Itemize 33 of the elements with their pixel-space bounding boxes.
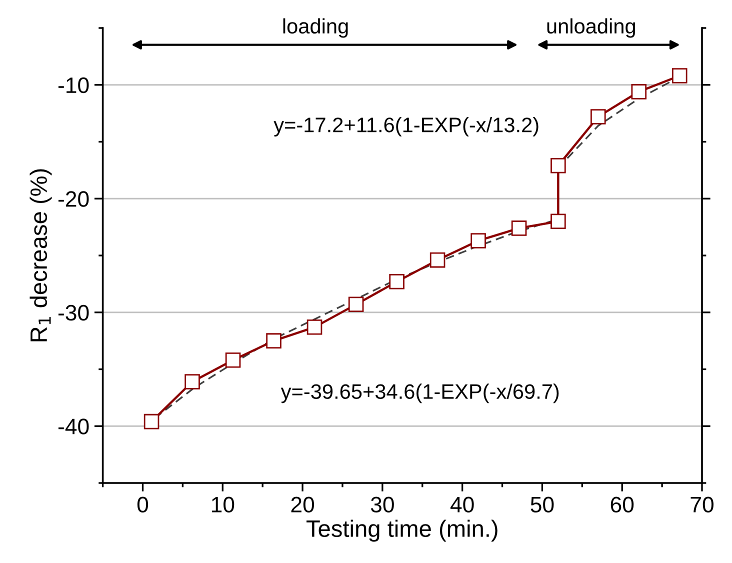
- point: [550, 214, 566, 230]
- y-axis-title: R$_{1}$ decrease (%): [30, 169, 52, 342]
- annotation: loading: [283, 18, 348, 38]
- point: [672, 68, 688, 84]
- point: [511, 220, 527, 236]
- point: [631, 84, 647, 100]
- y-tick-label: -10: [58, 77, 89, 94]
- annotation: y=-39.65+34.6(1-EXP(-x/69.7): [280, 384, 559, 404]
- annotation: unloading: [547, 18, 635, 38]
- x-tick-label: 70: [690, 496, 714, 513]
- point: [184, 374, 200, 390]
- point: [389, 274, 404, 290]
- x-tick-label: 50: [530, 496, 554, 513]
- x-tick-label: 10: [212, 496, 234, 513]
- x-tick-label: 30: [370, 496, 394, 513]
- point: [306, 320, 322, 335]
- x-tick-label: 20: [291, 496, 314, 513]
- x-tick-label: 0: [137, 496, 148, 513]
- point: [225, 352, 241, 368]
- point: [470, 233, 486, 248]
- point: [550, 158, 566, 174]
- point: [144, 414, 160, 430]
- x-tick-label: 60: [610, 496, 634, 513]
- point: [430, 252, 446, 268]
- y-tick-label: -40: [58, 418, 89, 434]
- x-tick-label: 40: [450, 496, 474, 513]
- point: [590, 109, 606, 124]
- y-tick-label: -30: [58, 304, 89, 321]
- y-tick-label: -20: [58, 191, 89, 207]
- annotation: y=-17.2+11.6(1-EXP(-x/13.2): [274, 117, 538, 136]
- point: [348, 296, 364, 312]
- x-axis-title: Testing time (min.): [306, 520, 498, 542]
- point: [266, 333, 282, 348]
